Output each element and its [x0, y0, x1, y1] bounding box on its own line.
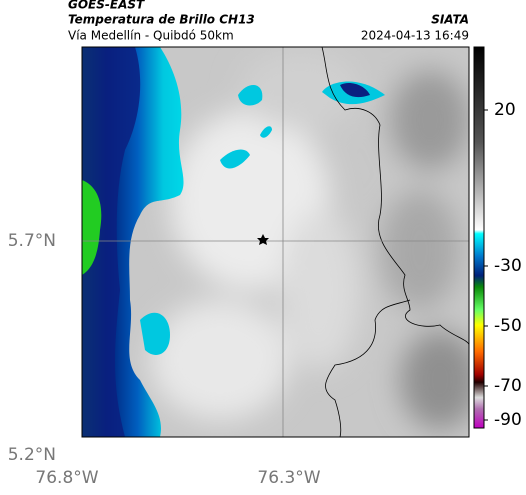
colorbar-tick: -70 — [494, 376, 522, 396]
map — [81, 46, 470, 438]
colorbar-tick: -30 — [494, 256, 522, 276]
subtitle: Temperatura de Brillo CH13 — [68, 13, 255, 27]
lat-label: 5.7°N — [8, 231, 56, 251]
datetime: 2024-04-13 16:49 — [361, 29, 469, 43]
lon-label: 76.8°W — [35, 468, 98, 488]
lat-label: 5.2°N — [8, 445, 56, 465]
route: Vía Medellín - Quibdó 50km — [68, 29, 234, 43]
title: GOES-EAST — [68, 0, 145, 12]
colorbar-tick: -50 — [494, 316, 522, 336]
colorbar: 20 -30 -50 -70 -90 — [473, 46, 522, 430]
colorbar-tick: 20 — [494, 100, 516, 120]
lon-label: 76.3°W — [257, 468, 320, 488]
source: SIATA — [431, 13, 469, 27]
colorbar-tick: -90 — [494, 410, 522, 430]
